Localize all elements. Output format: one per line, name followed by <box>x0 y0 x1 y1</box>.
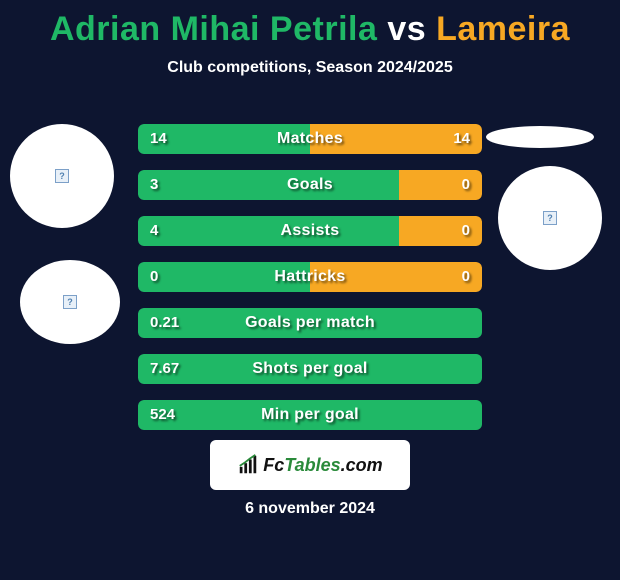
stat-row: Goals per match0.21 <box>138 308 482 338</box>
stat-label: Hattricks <box>138 262 482 292</box>
stat-label: Goals per match <box>138 308 482 338</box>
stat-value-left: 3 <box>150 170 158 200</box>
player1-avatar-small: ? <box>20 260 120 344</box>
stat-label: Min per goal <box>138 400 482 430</box>
stat-label: Matches <box>138 124 482 154</box>
stat-label: Shots per goal <box>138 354 482 384</box>
stat-row: Matches14 14 <box>138 124 482 154</box>
player2-oval <box>486 126 594 148</box>
page-title: Adrian Mihai Petrila vs Lameira <box>0 0 620 49</box>
stat-value-left: 0.21 <box>150 308 179 338</box>
subtitle: Club competitions, Season 2024/2025 <box>0 59 620 77</box>
player1-name: Adrian Mihai Petrila <box>50 10 377 48</box>
image-placeholder-icon: ? <box>63 295 77 309</box>
stat-value-left: 0 <box>150 262 158 292</box>
image-placeholder-icon: ? <box>543 211 557 225</box>
stat-value-left: 14 <box>150 124 167 154</box>
stat-value-left: 7.67 <box>150 354 179 384</box>
player2-name: Lameira <box>436 10 570 48</box>
vs-text: vs <box>387 10 426 48</box>
stat-row: Assists4 0 <box>138 216 482 246</box>
player1-avatar-large: ? <box>10 124 114 228</box>
stat-row: Goals3 0 <box>138 170 482 200</box>
stat-value-right: 0 <box>462 170 470 200</box>
image-placeholder-icon: ? <box>55 169 69 183</box>
logo-text: FcTables.com <box>263 455 382 476</box>
stat-label: Goals <box>138 170 482 200</box>
stat-value-left: 524 <box>150 400 175 430</box>
stat-value-right: 0 <box>462 262 470 292</box>
stat-row: Shots per goal7.67 <box>138 354 482 384</box>
stat-row: Hattricks0 0 <box>138 262 482 292</box>
stat-value-left: 4 <box>150 216 158 246</box>
stat-value-right: 0 <box>462 216 470 246</box>
stat-label: Assists <box>138 216 482 246</box>
chart-icon <box>237 454 259 476</box>
date-text: 6 november 2024 <box>0 500 620 518</box>
fctables-logo: FcTables.com <box>210 440 410 490</box>
player2-avatar-large: ? <box>498 166 602 270</box>
stats-bars: Matches1414Goals30Assists40Hattricks00Go… <box>138 124 482 446</box>
stat-value-right: 14 <box>453 124 470 154</box>
stat-row: Min per goal524 <box>138 400 482 430</box>
